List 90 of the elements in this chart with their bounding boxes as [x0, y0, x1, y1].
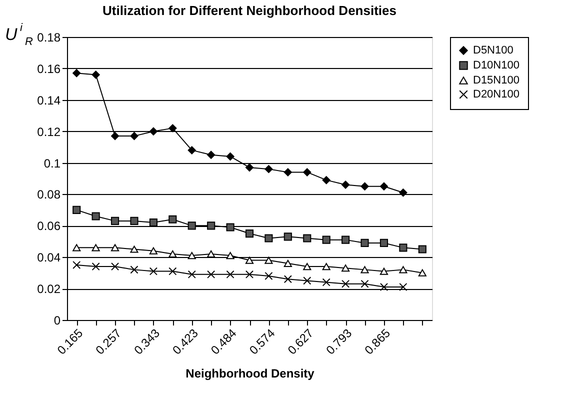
- point: [322, 278, 330, 286]
- point: [72, 260, 81, 270]
- point: [92, 212, 100, 220]
- point: [380, 268, 388, 275]
- y-tick-label: 0.08: [37, 188, 61, 202]
- point: [188, 252, 196, 260]
- point: [418, 245, 426, 254]
- point: [342, 180, 350, 189]
- point: [264, 234, 273, 242]
- point: [226, 223, 234, 232]
- y-tick-label: 0.04: [37, 250, 61, 265]
- point: [322, 176, 330, 184]
- point: [418, 269, 426, 276]
- point: [130, 246, 138, 253]
- point: [399, 244, 408, 252]
- y-tick-label: 0.14: [37, 93, 61, 108]
- point: [303, 234, 312, 242]
- point: [380, 238, 388, 247]
- point: [303, 276, 312, 285]
- point: [226, 270, 234, 278]
- point: [207, 250, 216, 258]
- point: [322, 236, 330, 244]
- point: [110, 262, 120, 271]
- point: [207, 150, 216, 159]
- point: [284, 232, 292, 241]
- point: [188, 146, 196, 154]
- y-tick-label: 0.06: [37, 219, 61, 234]
- point: [188, 222, 196, 230]
- point: [360, 238, 369, 247]
- legend-label: D5N100: [473, 44, 514, 56]
- point: [168, 250, 177, 258]
- point: [245, 163, 254, 172]
- point: [130, 216, 138, 225]
- point: [360, 266, 369, 274]
- point: [380, 282, 388, 292]
- y-tick-label: 0.12: [37, 124, 61, 139]
- point: [92, 262, 100, 271]
- y-tick-label: 0.1: [44, 156, 61, 170]
- point: [284, 275, 292, 284]
- y-tick-label: 0.02: [37, 282, 61, 296]
- point: [245, 229, 254, 238]
- point: [399, 266, 408, 274]
- point: [168, 124, 177, 132]
- point: [342, 236, 350, 244]
- point: [149, 127, 158, 136]
- point: [303, 262, 312, 270]
- point: [149, 267, 158, 276]
- point: [380, 182, 388, 190]
- point: [264, 272, 273, 280]
- point: [284, 168, 292, 176]
- point: [72, 244, 81, 252]
- point: [284, 260, 292, 267]
- point: [342, 280, 350, 288]
- point: [168, 267, 177, 276]
- point: [149, 247, 158, 254]
- point: [342, 264, 350, 272]
- point: [130, 132, 138, 140]
- legend-label: D10N100: [473, 60, 520, 72]
- legend-label: D15N100: [473, 74, 520, 86]
- point: [360, 280, 369, 288]
- point: [264, 165, 273, 174]
- y-tick-label: 0.16: [37, 62, 61, 76]
- point: [168, 215, 177, 224]
- point: [188, 270, 196, 278]
- point: [130, 266, 138, 274]
- point: [110, 216, 120, 225]
- point: [92, 70, 100, 79]
- point: [264, 256, 273, 264]
- y-tick-label: 0: [54, 314, 61, 328]
- point: [360, 182, 369, 190]
- x-axis-title: Neighborhood Density: [186, 366, 315, 381]
- point: [207, 270, 216, 278]
- legend-label: D20N100: [473, 88, 520, 100]
- point: [149, 218, 158, 227]
- point: [72, 69, 81, 78]
- y-tick-label: 0.18: [37, 30, 61, 44]
- point: [399, 188, 408, 197]
- chart-title: Utilization for Different Neighborhood Densities: [102, 3, 396, 18]
- point: [245, 270, 254, 278]
- point: [322, 262, 330, 270]
- point: [110, 244, 120, 252]
- point: [226, 252, 234, 260]
- point: [72, 206, 81, 214]
- point: [110, 132, 120, 140]
- point: [92, 244, 100, 252]
- point: [226, 152, 234, 161]
- point: [207, 222, 216, 230]
- point: [245, 256, 254, 264]
- point: [303, 168, 312, 176]
- point: [399, 282, 408, 292]
